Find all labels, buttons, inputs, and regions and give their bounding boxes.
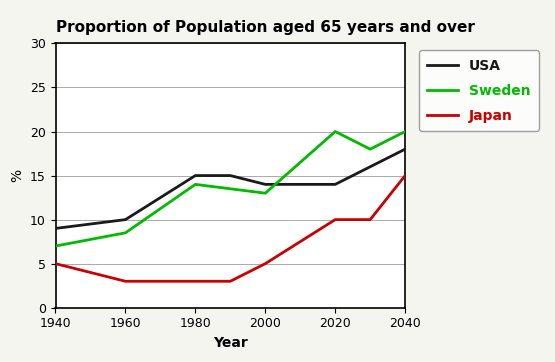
- X-axis label: Year: Year: [213, 336, 248, 350]
- Y-axis label: %: %: [11, 169, 24, 182]
- Text: Proportion of Population aged 65 years and over: Proportion of Population aged 65 years a…: [56, 20, 475, 35]
- Legend: USA, Sweden, Japan: USA, Sweden, Japan: [419, 50, 539, 131]
